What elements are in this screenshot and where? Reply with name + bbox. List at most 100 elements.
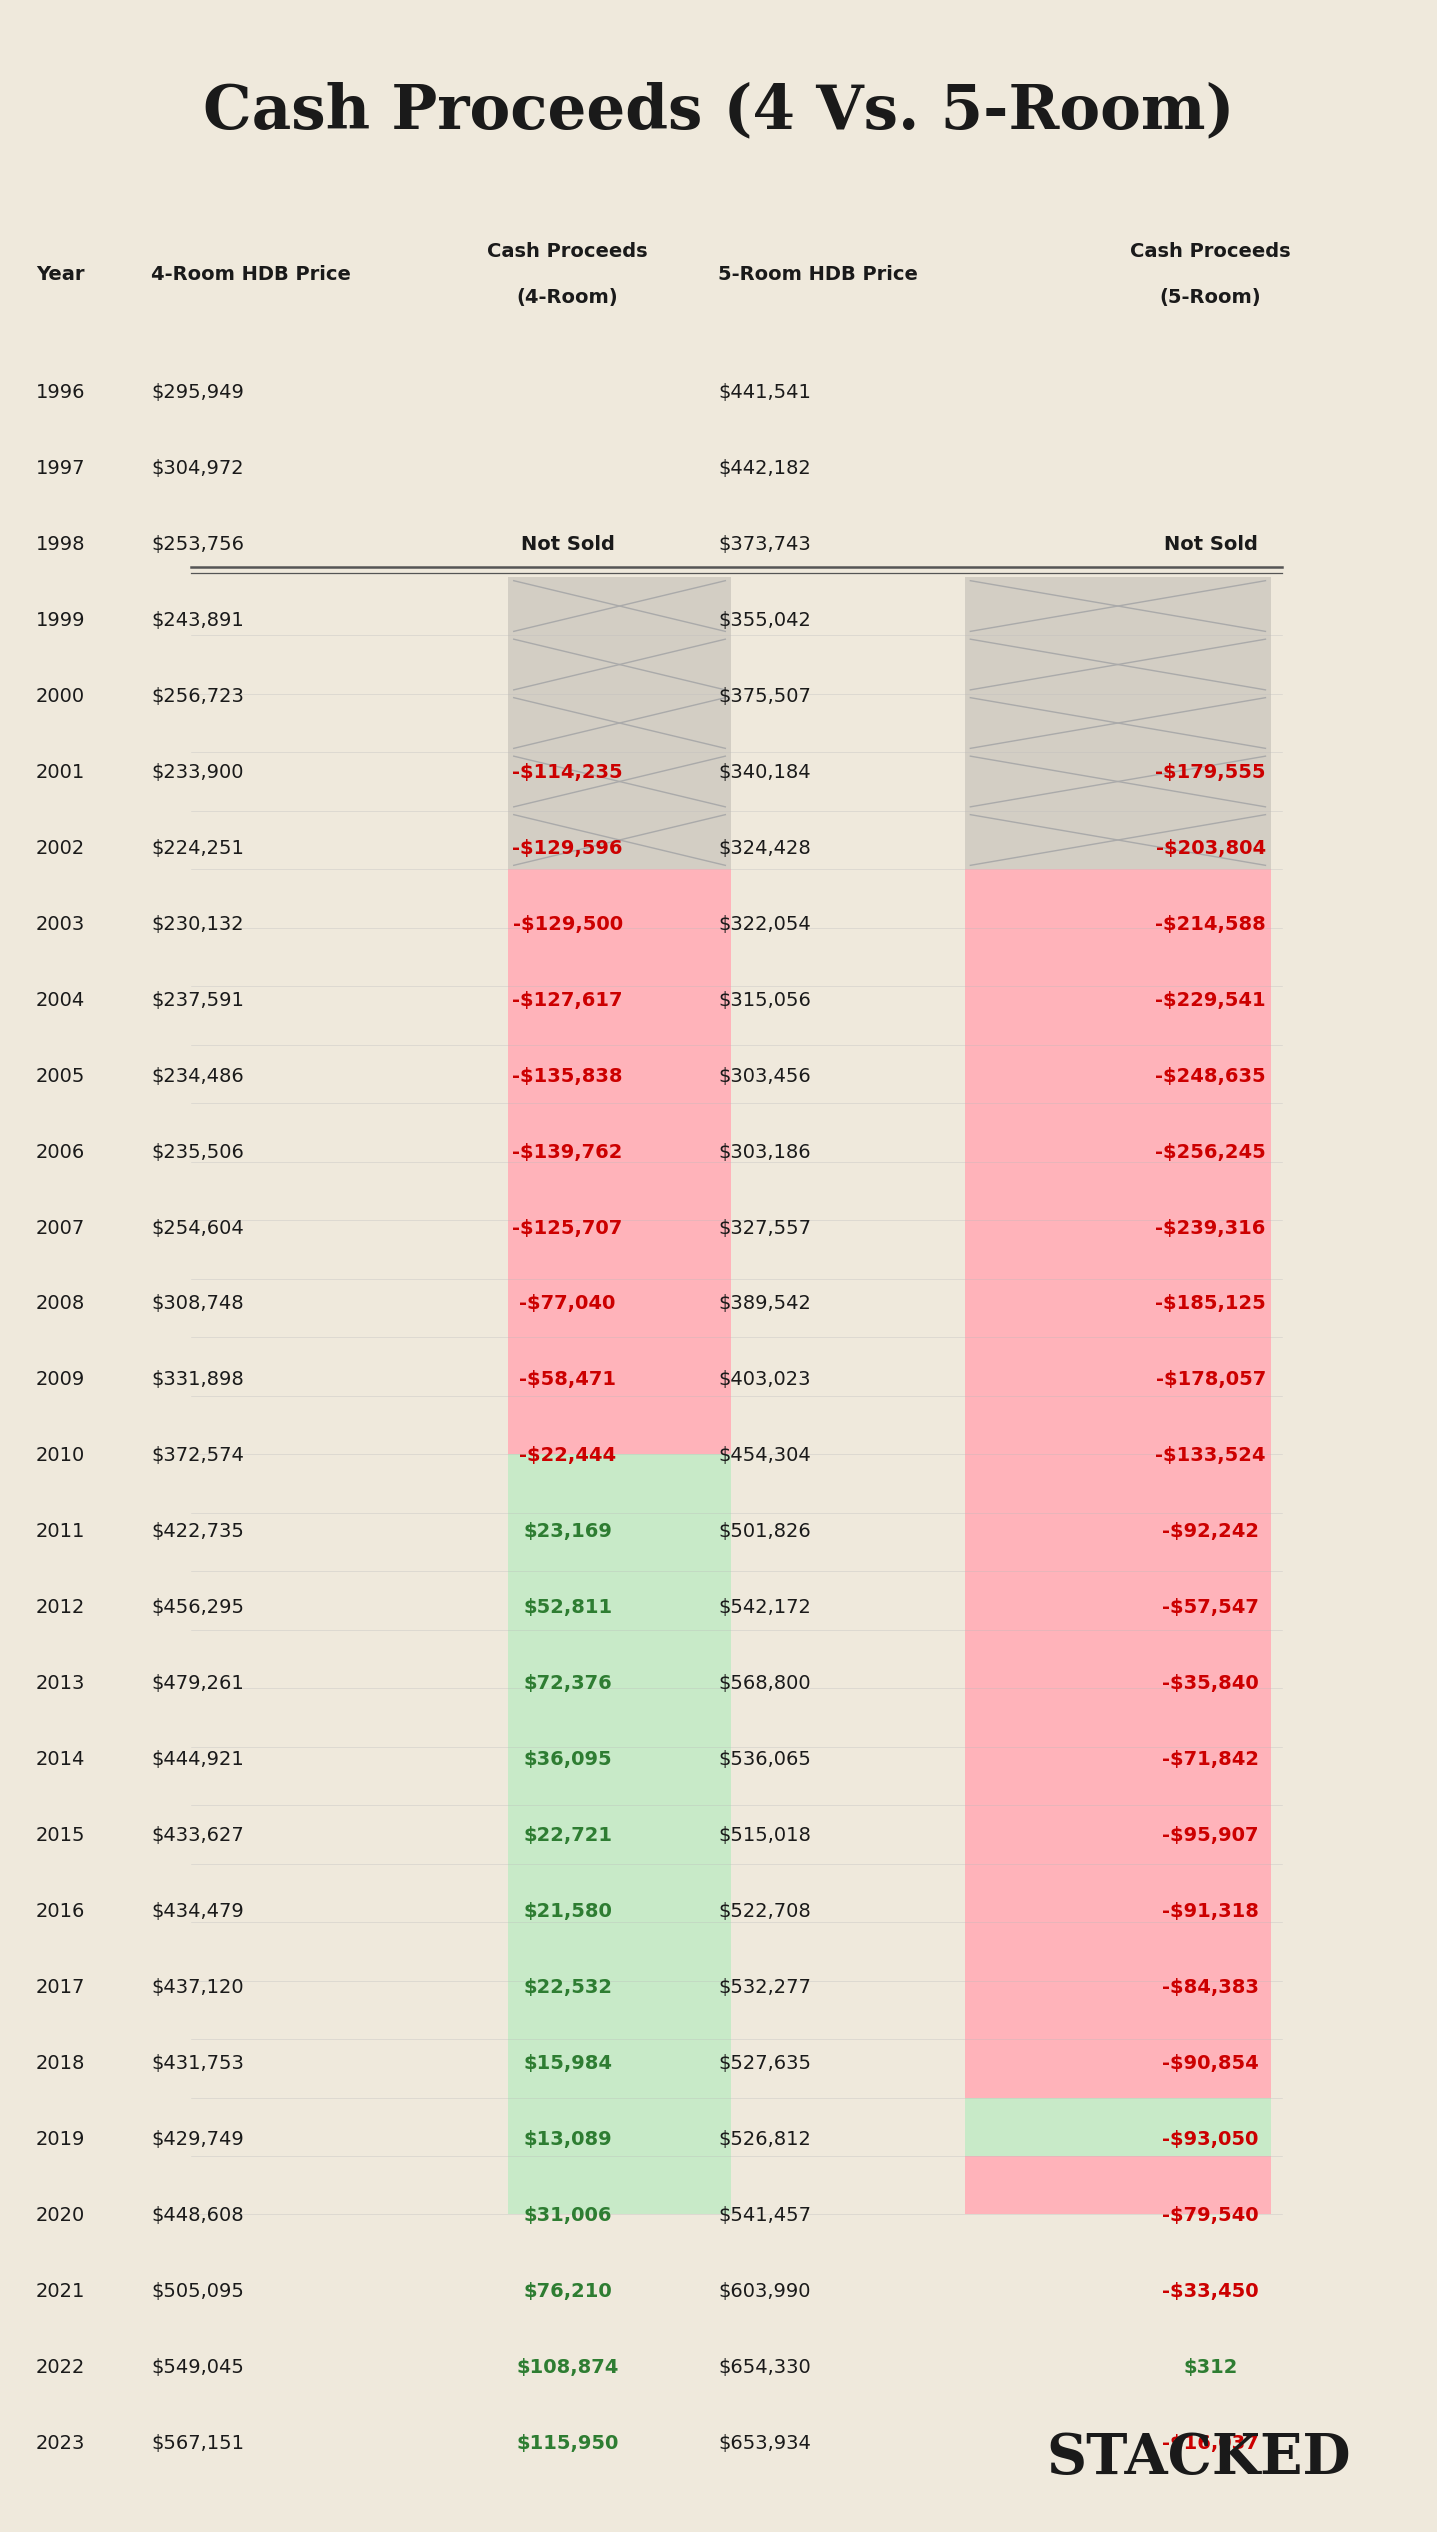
Text: $603,990: $603,990 <box>718 2281 810 2302</box>
Text: STACKED: STACKED <box>1046 2431 1351 2486</box>
FancyBboxPatch shape <box>964 1864 1272 1922</box>
Text: -$35,840: -$35,840 <box>1163 1674 1259 1694</box>
FancyBboxPatch shape <box>964 752 1272 810</box>
Text: -$57,547: -$57,547 <box>1163 1598 1259 1618</box>
FancyBboxPatch shape <box>964 1104 1272 1162</box>
Text: $527,635: $527,635 <box>718 2053 812 2074</box>
FancyBboxPatch shape <box>509 2038 731 2096</box>
FancyBboxPatch shape <box>509 1104 731 1162</box>
Text: $108,874: $108,874 <box>516 2357 619 2378</box>
FancyBboxPatch shape <box>964 1337 1272 1395</box>
FancyBboxPatch shape <box>509 752 731 810</box>
Text: 2023: 2023 <box>36 2433 85 2454</box>
Text: 1996: 1996 <box>36 382 85 403</box>
Text: 1999: 1999 <box>36 610 85 630</box>
Text: $542,172: $542,172 <box>718 1598 812 1618</box>
Text: 2004: 2004 <box>36 990 85 1010</box>
Text: -$79,540: -$79,540 <box>1163 2205 1259 2226</box>
Text: -$256,245: -$256,245 <box>1155 1142 1266 1162</box>
Text: Cash Proceeds: Cash Proceeds <box>487 243 648 261</box>
Text: $448,608: $448,608 <box>151 2205 243 2226</box>
Text: $373,743: $373,743 <box>718 534 812 555</box>
Text: $501,826: $501,826 <box>718 1522 812 1542</box>
FancyBboxPatch shape <box>509 577 731 636</box>
FancyBboxPatch shape <box>964 577 1272 636</box>
FancyBboxPatch shape <box>509 1922 731 1980</box>
Text: $444,921: $444,921 <box>151 1750 244 1770</box>
Text: $442,182: $442,182 <box>718 458 812 479</box>
Text: $375,507: $375,507 <box>718 686 812 706</box>
Text: -$91,318: -$91,318 <box>1163 1902 1259 1922</box>
Text: $526,812: $526,812 <box>718 2129 812 2150</box>
Text: $522,708: $522,708 <box>718 1902 812 1922</box>
Text: $479,261: $479,261 <box>151 1674 244 1694</box>
FancyBboxPatch shape <box>964 1512 1272 1570</box>
Text: $389,542: $389,542 <box>718 1294 812 1314</box>
Text: 1997: 1997 <box>36 458 85 479</box>
FancyBboxPatch shape <box>964 636 1272 694</box>
Text: $355,042: $355,042 <box>718 610 812 630</box>
Text: 1998: 1998 <box>36 534 85 555</box>
Text: $437,120: $437,120 <box>151 1977 243 1998</box>
Text: $256,723: $256,723 <box>151 686 244 706</box>
FancyBboxPatch shape <box>509 1279 731 1337</box>
FancyBboxPatch shape <box>964 927 1272 987</box>
Text: $243,891: $243,891 <box>151 610 244 630</box>
Text: -$239,316: -$239,316 <box>1155 1218 1266 1238</box>
FancyBboxPatch shape <box>509 1395 731 1453</box>
Text: $295,949: $295,949 <box>151 382 244 403</box>
Text: -$229,541: -$229,541 <box>1155 990 1266 1010</box>
Text: 2001: 2001 <box>36 762 85 782</box>
FancyBboxPatch shape <box>964 810 1272 868</box>
Text: $456,295: $456,295 <box>151 1598 244 1618</box>
Text: 2022: 2022 <box>36 2357 85 2378</box>
Text: $230,132: $230,132 <box>151 914 243 934</box>
FancyBboxPatch shape <box>964 1279 1272 1337</box>
FancyBboxPatch shape <box>509 1864 731 1922</box>
Text: $15,984: $15,984 <box>523 2053 612 2074</box>
Text: Cash Proceeds (4 Vs. 5-Room): Cash Proceeds (4 Vs. 5-Room) <box>203 81 1234 142</box>
FancyBboxPatch shape <box>509 694 731 752</box>
FancyBboxPatch shape <box>509 1689 731 1747</box>
Text: $23,169: $23,169 <box>523 1522 612 1542</box>
Text: 2000: 2000 <box>36 686 85 706</box>
Text: Not Sold: Not Sold <box>520 534 615 555</box>
Text: $549,045: $549,045 <box>151 2357 244 2378</box>
Text: $568,800: $568,800 <box>718 1674 810 1694</box>
Text: -$179,555: -$179,555 <box>1155 762 1266 782</box>
Text: $324,428: $324,428 <box>718 838 812 858</box>
Text: $31,006: $31,006 <box>523 2205 612 2226</box>
Text: 2002: 2002 <box>36 838 85 858</box>
Text: $72,376: $72,376 <box>523 1674 612 1694</box>
FancyBboxPatch shape <box>964 2038 1272 2096</box>
FancyBboxPatch shape <box>509 1747 731 1805</box>
Text: -$33,450: -$33,450 <box>1163 2281 1259 2302</box>
FancyBboxPatch shape <box>509 1512 731 1570</box>
Text: -$178,057: -$178,057 <box>1155 1370 1266 1390</box>
FancyBboxPatch shape <box>964 1570 1272 1631</box>
Text: 2007: 2007 <box>36 1218 85 1238</box>
Text: Year: Year <box>36 266 85 284</box>
Text: $304,972: $304,972 <box>151 458 243 479</box>
Text: $431,753: $431,753 <box>151 2053 244 2074</box>
Text: $505,095: $505,095 <box>151 2281 244 2302</box>
Text: -$92,242: -$92,242 <box>1163 1522 1259 1542</box>
Text: -$203,804: -$203,804 <box>1155 838 1266 858</box>
Text: $441,541: $441,541 <box>718 382 812 403</box>
Text: -$135,838: -$135,838 <box>513 1066 622 1086</box>
FancyBboxPatch shape <box>509 636 731 694</box>
FancyBboxPatch shape <box>509 987 731 1046</box>
FancyBboxPatch shape <box>509 1980 731 2038</box>
Text: -$129,596: -$129,596 <box>513 838 622 858</box>
FancyBboxPatch shape <box>964 1747 1272 1805</box>
Text: $21,580: $21,580 <box>523 1902 612 1922</box>
Text: 2021: 2021 <box>36 2281 85 2302</box>
FancyBboxPatch shape <box>509 1631 731 1689</box>
Text: -$77,040: -$77,040 <box>519 1294 616 1314</box>
Text: $115,950: $115,950 <box>516 2433 619 2454</box>
Text: $433,627: $433,627 <box>151 1826 244 1846</box>
FancyBboxPatch shape <box>509 868 731 927</box>
Text: $372,574: $372,574 <box>151 1446 244 1466</box>
Text: $327,557: $327,557 <box>718 1218 812 1238</box>
FancyBboxPatch shape <box>964 2155 1272 2216</box>
